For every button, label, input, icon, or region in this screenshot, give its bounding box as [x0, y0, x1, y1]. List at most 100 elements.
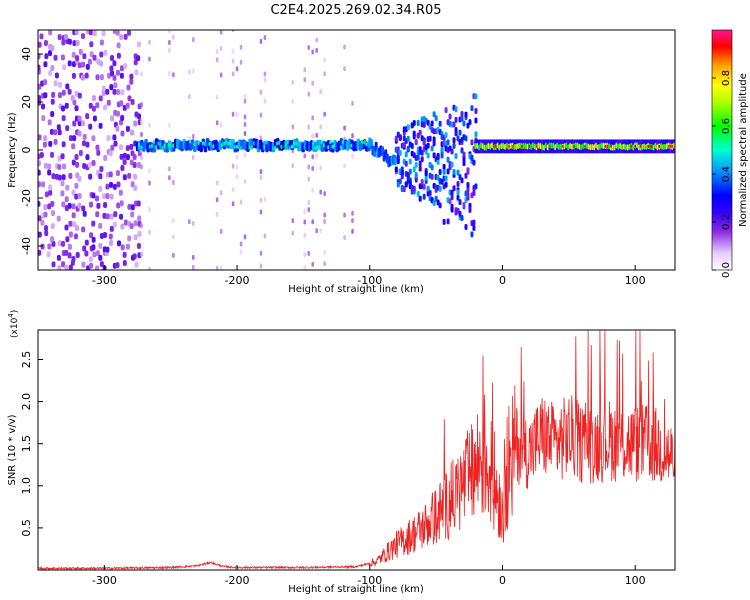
spectrogram-cell [460, 115, 464, 122]
spectrogram-cell [470, 231, 474, 238]
spectrogram-cell [442, 168, 446, 175]
x-tick-label: -100 [357, 574, 382, 587]
spectrogram-cell [416, 190, 420, 197]
spectrogram-cell [168, 122, 171, 128]
colorbar-tick-label: 0.4 [721, 166, 732, 182]
spectrogram-cell [92, 115, 97, 122]
spectrogram-cell [72, 120, 77, 127]
spectrogram-cell [444, 175, 448, 182]
spectrogram-cell [243, 98, 247, 104]
spectrogram-cell [125, 102, 130, 109]
spectrogram-cell [38, 99, 42, 106]
spectrogram-cell [68, 172, 73, 179]
spectrogram-cell [448, 198, 452, 205]
spectrogram-cell [402, 142, 406, 149]
spectrogram-cell [231, 201, 235, 207]
spectrogram-cell [53, 138, 58, 145]
spectrogram-cell [239, 249, 243, 255]
spectrogram-cell [323, 57, 326, 63]
spectrogram-cell [470, 139, 474, 146]
spectrogram-cell [400, 169, 404, 176]
spectrogram-cell [422, 193, 426, 200]
spectrogram-cell [99, 261, 104, 268]
spectrogram-cell [460, 215, 464, 222]
spectrogram-cell [50, 223, 55, 230]
spectrogram-cell [92, 54, 97, 61]
spectrogram-cell [412, 185, 416, 192]
spectrogram-x-label: Height of straight line (km) [288, 284, 424, 295]
spectrogram-cell [307, 44, 310, 50]
spectrogram-cell [140, 251, 143, 257]
spectrogram-cell [412, 130, 416, 137]
spectrogram-cell [319, 228, 322, 234]
spectrogram-cell [351, 133, 354, 139]
spectrogram-cell [74, 105, 79, 112]
spectrogram-cell [109, 65, 114, 72]
spectrogram-cell [420, 179, 424, 186]
spectrogram-cell [215, 180, 219, 186]
spectrogram-cell [82, 133, 87, 140]
spectrogram-cell [137, 41, 142, 48]
spectrogram-cell [67, 252, 72, 259]
snr-x-ticks: -300 -200 -100 0 100 [92, 565, 646, 587]
spectrogram-cell [219, 122, 223, 128]
spectrogram-cell [112, 134, 117, 141]
spectrogram-cell [418, 160, 422, 167]
spectrogram-cell [215, 57, 219, 63]
spectrogram-y-label: Frequency (Hz) [7, 112, 18, 188]
spectrogram-cell [48, 70, 53, 77]
spectrogram-cell [110, 144, 115, 151]
spectrogram-cell [96, 149, 101, 156]
spectrogram-cell [323, 218, 326, 224]
spectrogram-cell [106, 99, 111, 106]
spectrogram-cell [172, 34, 175, 40]
spectrogram-cell [460, 147, 464, 154]
spectrogram-cell [452, 185, 456, 192]
spectrogram-cell [311, 166, 314, 172]
spectrogram-cell [398, 178, 402, 185]
spectrogram-cell [303, 153, 306, 159]
spectrogram-cell [323, 261, 326, 267]
spectrogram-cell [424, 170, 428, 177]
colorbar: 0.0 0.2 0.4 0.6 0.8 Normalized spectral ampl… [711, 29, 749, 278]
spectrogram-cell [71, 51, 76, 58]
spectrogram-cell [54, 72, 59, 79]
spectrogram-cell [115, 125, 120, 132]
spectrogram-cell [418, 129, 422, 136]
spectrogram-cell [44, 230, 49, 237]
spectrogram-cell [259, 197, 263, 203]
spectrogram-cell [105, 213, 110, 220]
spectrogram-cell [70, 95, 75, 102]
spectrogram-cell [77, 115, 82, 122]
spectrogram-cell [148, 39, 151, 45]
spectrogram-cell [108, 233, 113, 240]
spectrogram-cell [47, 169, 52, 176]
spectrogram-cell [53, 80, 58, 87]
spectrogram-cell [41, 181, 46, 188]
spectrogram-cell [148, 267, 151, 270]
spectrogram-cell [85, 113, 90, 120]
spectrogram-cell [101, 90, 106, 97]
x-tick-label: -100 [357, 274, 382, 287]
spectrogram-cell [133, 185, 138, 192]
spectrogram-cell [307, 124, 310, 130]
spectrogram-cell [101, 85, 106, 92]
spectrogram-cell [188, 94, 191, 100]
spectrogram-cell [47, 119, 52, 126]
spectrogram-cell [148, 56, 151, 62]
spectrogram-cell [323, 71, 326, 77]
spectrogram-cell [95, 265, 100, 270]
spectrogram-cells [38, 30, 675, 270]
y-tick-label: -40 [20, 237, 33, 255]
spectrogram-cell [71, 72, 76, 79]
spectrogram-cell [311, 154, 314, 160]
spectrogram-cell [88, 123, 93, 130]
spectrogram-cell [91, 236, 96, 243]
spectrogram-cell [112, 74, 117, 81]
spectrogram-cell [243, 93, 247, 99]
spectrogram-cell [243, 130, 247, 136]
spectrogram-cell [119, 65, 124, 72]
spectrogram-cell [168, 30, 171, 34]
spectrogram-cell [109, 240, 114, 247]
